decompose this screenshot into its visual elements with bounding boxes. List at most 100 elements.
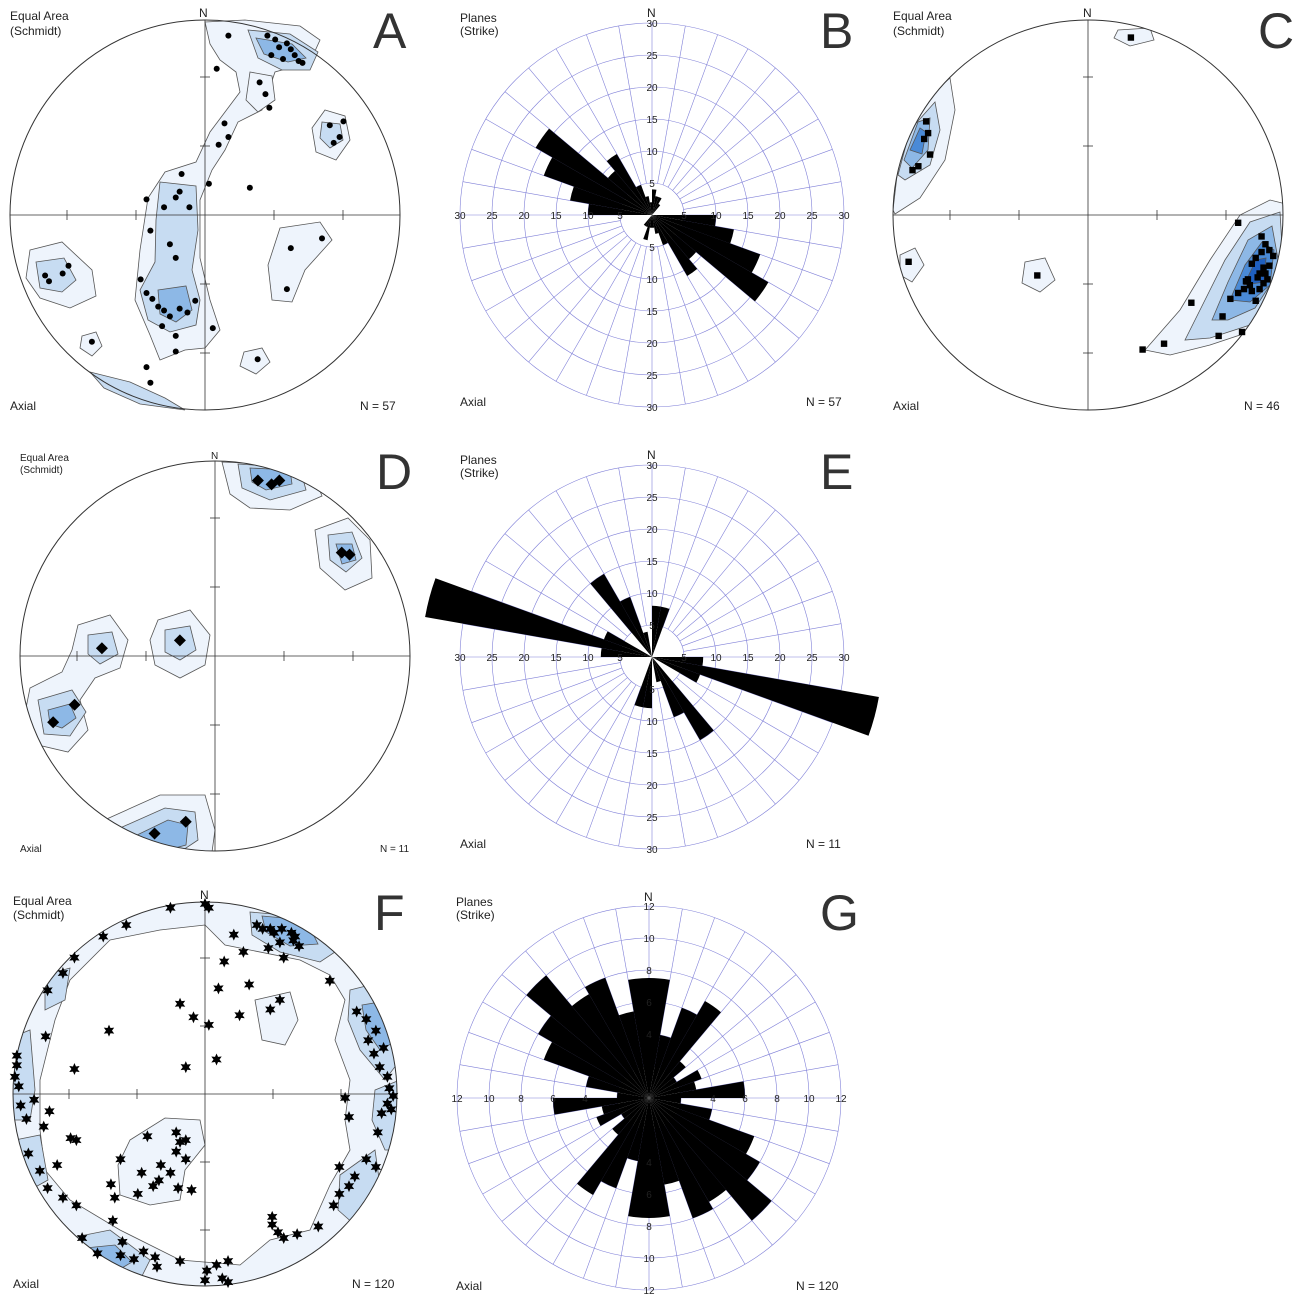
data-point [221,120,228,127]
panel-c-contours [893,27,1283,356]
projection-sublabel: (Schmidt) [893,24,944,38]
data-point [115,1153,126,1166]
data-point [59,270,66,277]
rose-sector [652,606,670,657]
data-point [334,1187,345,1200]
data-point [263,942,274,955]
data-point [276,44,283,51]
data-point [313,1220,324,1233]
data-point [57,1191,69,1204]
rose-ring-label: 20 [646,83,658,94]
data-point [1227,295,1234,303]
panel-letter: A [373,3,407,59]
data-point [105,1178,117,1191]
data-point [188,1011,199,1024]
data-point [272,36,279,43]
data-point [92,1247,103,1260]
rose-spoke [459,1103,618,1132]
rose-sector [627,1098,649,1162]
data-point [57,967,69,980]
count-label: N = 57 [360,399,396,413]
rose-ring-label: 10 [646,717,658,728]
data-point [283,40,290,47]
rose-spoke [471,591,623,647]
data-point [1262,241,1269,248]
axial-label: Axial [893,399,919,413]
data-point [153,1174,165,1187]
rose-sector [649,1098,727,1202]
rose-sector [607,170,652,215]
axial-label: Axial [13,1277,39,1291]
data-point [176,305,183,312]
axis-ticks [66,76,344,354]
count-label: N = 46 [1244,399,1280,413]
data-point [280,56,286,62]
data-point [915,163,922,170]
rose-spoke [528,239,632,363]
data-point [143,364,150,371]
data-point [254,356,261,363]
rose-ring-label: 6 [550,1094,556,1105]
rose-sector [652,196,659,215]
rose-spoke [676,677,800,781]
data-point [165,1166,176,1179]
data-point [103,1024,115,1037]
rose-label: Planes [460,11,497,25]
rose-sector [588,203,652,215]
rose-ring-label: 10 [710,211,722,222]
data-point [291,1228,303,1241]
data-point [268,52,275,59]
projection-label: Equal Area [10,9,69,23]
data-point [142,1130,153,1143]
rose-sector [649,1098,670,1218]
rose-sectors [526,975,772,1221]
rose-sector [649,1098,713,1219]
data-point [343,1180,355,1193]
panel-d: N Equal Area (Schmidt) D Axial N = 11 [19,444,412,855]
rose-spoke [555,242,637,382]
rose-sector [425,578,652,657]
rose-sector [652,657,704,666]
data-point [34,1164,46,1177]
rose-ring-label: 30 [454,211,466,222]
rose-sector [652,657,714,741]
rose-spoke [462,662,621,691]
data-point [1270,252,1277,260]
rose-spoke [680,1064,839,1093]
rose-spoke [482,1113,622,1195]
data-point [387,1089,399,1102]
panel-letter: C [1258,3,1294,59]
rose-sector [636,184,652,215]
data-point [278,1232,289,1244]
panel-letter: E [820,444,853,500]
data-point [1219,313,1226,320]
rose-sector [606,154,652,215]
axial-label: Axial [20,844,42,855]
rose-spoke [681,667,833,723]
rose-ring-label: 5 [649,243,655,254]
data-point [68,698,81,711]
rose-sector [526,975,649,1098]
data-point [228,928,239,941]
rose-sector [649,1098,760,1181]
panel-letter: B [820,3,853,59]
count-label: N = 11 [806,837,841,851]
rose-ring-label: 25 [806,211,818,222]
rose-ring-label: 25 [486,653,498,664]
rose-sector [649,1001,721,1098]
data-point [155,303,162,310]
rose-sector [612,1098,649,1135]
data-point [178,171,185,178]
rose-spoke [679,118,819,200]
data-point [132,1187,143,1200]
rose-sector [649,1077,677,1098]
rose-ring-labels: 4 4 4 4 6 6 6 6 8 8 8 8 10 10 10 10 12 12 12 12 [451,902,847,1296]
count-label: N = 120 [796,1279,839,1293]
rose-ring-label: 25 [646,51,658,62]
contour-region [14,1134,49,1191]
data-point [328,1199,339,1212]
data-point [40,1030,51,1043]
rose-ring-label: 20 [518,653,530,664]
data-point [1256,270,1263,277]
